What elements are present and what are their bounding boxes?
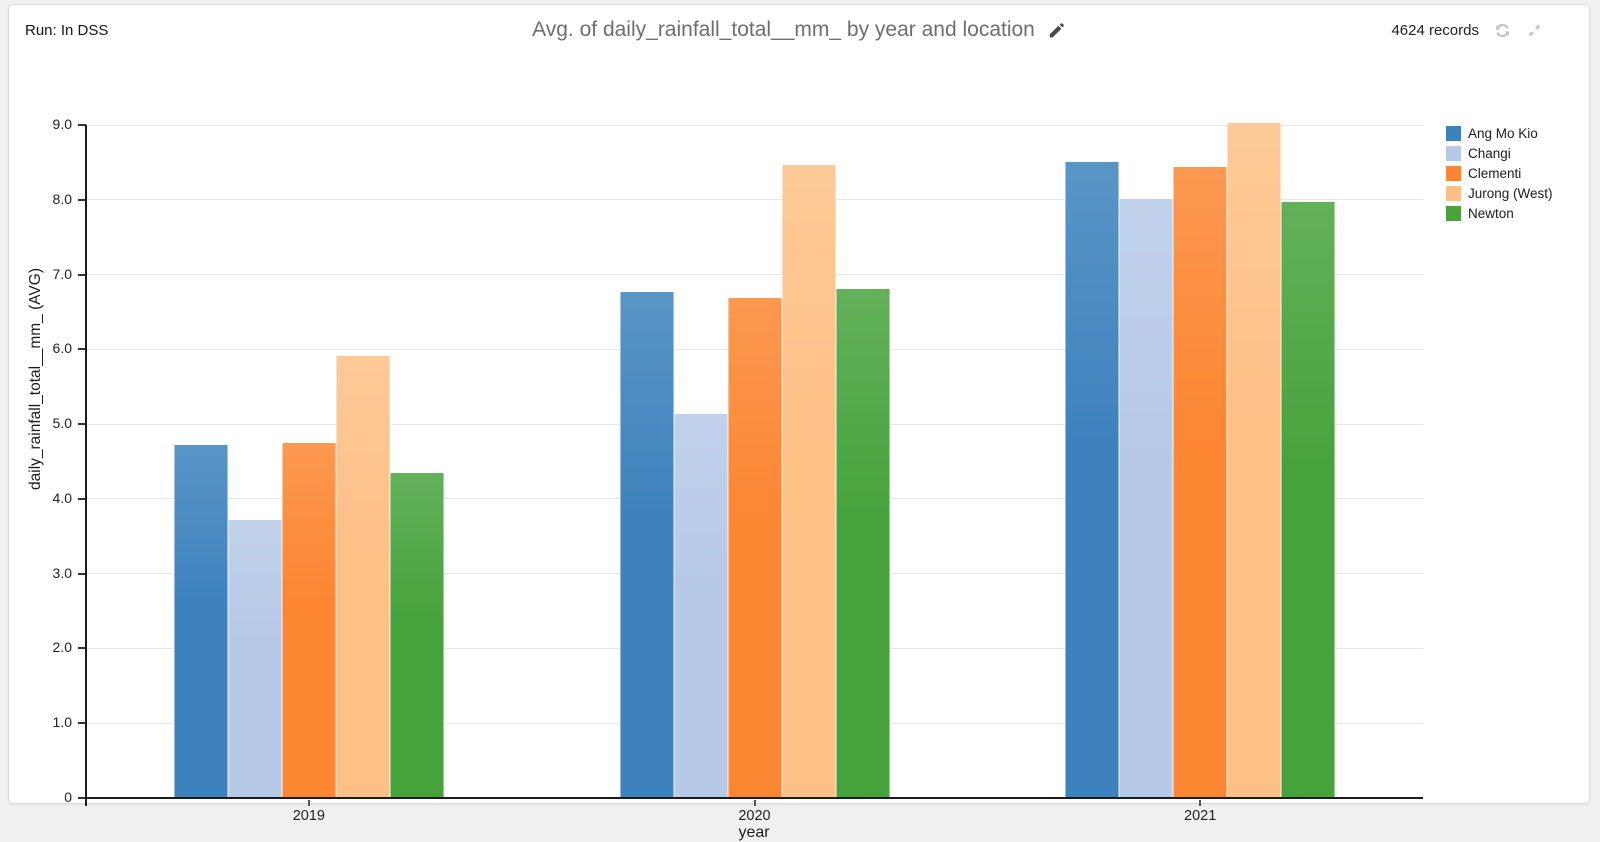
y-tick	[78, 497, 86, 500]
gridline	[86, 199, 1423, 201]
legend-item-jurong-west[interactable]: Jurong (West)	[1446, 186, 1553, 201]
legend-swatch	[1446, 146, 1461, 161]
y-tick	[78, 423, 86, 426]
bar-ang-mo-kio-2021[interactable]	[1065, 161, 1120, 798]
x-tick-label: 2020	[738, 808, 771, 824]
bar-jurong-west-2020[interactable]	[781, 164, 836, 798]
y-tick	[78, 124, 86, 126]
y-tick	[78, 198, 86, 201]
y-tick-label: 8.0	[52, 190, 72, 207]
bar-clementi-2021[interactable]	[1173, 166, 1228, 798]
y-tick	[78, 647, 86, 650]
chart-title: Avg. of daily_rainfall_total__mm_ by yea…	[532, 18, 1035, 41]
chart-header: Run: In DSS Avg. of daily_rainfall_total…	[9, 5, 1589, 61]
gridline	[86, 124, 1423, 126]
legend-label: Changi	[1468, 146, 1511, 161]
y-axis-title: daily_rainfall_total__mm_ (AVG)	[27, 268, 44, 490]
y-tick-label: 1.0	[52, 714, 72, 731]
bar-newton-2019[interactable]	[389, 473, 444, 798]
y-tick-label: 5.0	[52, 415, 72, 432]
run-status-label: Run: In DSS	[25, 22, 109, 39]
legend-item-ang-mo-kio[interactable]: Ang Mo Kio	[1446, 126, 1553, 141]
record-count: 4624 records	[1391, 22, 1479, 39]
bar-clementi-2019[interactable]	[281, 442, 336, 798]
y-tick-label: 7.0	[52, 265, 72, 282]
bar-changi-2019[interactable]	[227, 519, 282, 798]
x-axis-title: year	[738, 824, 770, 841]
legend-swatch	[1446, 206, 1461, 221]
legend-item-clementi[interactable]: Clementi	[1446, 166, 1553, 181]
gridline	[86, 274, 1423, 276]
chart-plot-area: daily_rainfall_total__mm_ (AVG) year 9.0…	[9, 61, 1589, 841]
y-tick	[78, 348, 86, 351]
bar-ang-mo-kio-2020[interactable]	[619, 291, 674, 798]
x-tick	[1199, 800, 1202, 806]
y-tick-label: 0	[64, 789, 72, 805]
legend-swatch	[1446, 186, 1461, 201]
y-axis-line	[85, 125, 87, 806]
chart-legend: Ang Mo Kio Changi Clementi Jurong (West) New…	[1446, 126, 1553, 221]
x-tick-label: 2019	[292, 808, 325, 824]
x-tick-label: 2021	[1184, 808, 1217, 824]
y-tick-label: 4.0	[52, 489, 72, 506]
bar-ang-mo-kio-2019[interactable]	[173, 445, 228, 798]
bar-newton-2020[interactable]	[835, 288, 890, 798]
bar-changi-2021[interactable]	[1119, 199, 1174, 798]
refresh-icon[interactable]	[1494, 22, 1511, 39]
y-tick	[78, 722, 86, 725]
x-tick	[753, 800, 756, 806]
y-tick-label: 9.0	[52, 116, 72, 132]
y-tick	[78, 273, 86, 276]
y-tick-label: 6.0	[52, 340, 72, 357]
bar-newton-2021[interactable]	[1281, 202, 1336, 798]
title-group: Avg. of daily_rainfall_total__mm_ by yea…	[532, 18, 1066, 42]
bar-jurong-west-2019[interactable]	[335, 356, 390, 798]
legend-swatch	[1446, 126, 1461, 141]
legend-label: Jurong (West)	[1468, 186, 1553, 201]
y-tick	[78, 572, 86, 575]
y-tick-label: 2.0	[52, 639, 72, 656]
x-axis-line	[86, 797, 1423, 799]
pencil-icon[interactable]	[1047, 21, 1066, 40]
bar-jurong-west-2021[interactable]	[1227, 122, 1282, 798]
legend-swatch	[1446, 166, 1461, 181]
legend-item-changi[interactable]: Changi	[1446, 146, 1553, 161]
legend-label: Ang Mo Kio	[1468, 126, 1538, 141]
bar-changi-2020[interactable]	[673, 414, 728, 798]
header-right-group: 4624 records	[1391, 22, 1543, 39]
chart-card: Run: In DSS Avg. of daily_rainfall_total…	[8, 4, 1590, 841]
x-tick	[307, 800, 310, 806]
bar-clementi-2020[interactable]	[727, 298, 782, 798]
y-tick	[78, 797, 86, 799]
y-tick-label: 3.0	[52, 564, 72, 581]
legend-label: Clementi	[1468, 166, 1522, 181]
compress-arrows-icon[interactable]	[1526, 22, 1543, 39]
legend-label: Newton	[1468, 206, 1514, 221]
legend-item-newton[interactable]: Newton	[1446, 206, 1553, 221]
